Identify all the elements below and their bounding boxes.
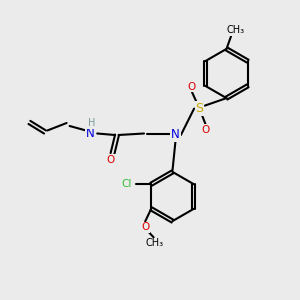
Text: O: O: [141, 222, 149, 233]
Text: O: O: [188, 82, 196, 92]
Text: Cl: Cl: [122, 179, 132, 189]
Text: O: O: [107, 155, 115, 165]
Text: O: O: [201, 124, 210, 135]
Text: H: H: [88, 118, 95, 128]
Text: N: N: [86, 127, 95, 140]
Text: N: N: [171, 128, 180, 142]
Text: S: S: [196, 102, 203, 115]
Text: CH₃: CH₃: [145, 238, 163, 248]
Text: CH₃: CH₃: [226, 25, 244, 35]
